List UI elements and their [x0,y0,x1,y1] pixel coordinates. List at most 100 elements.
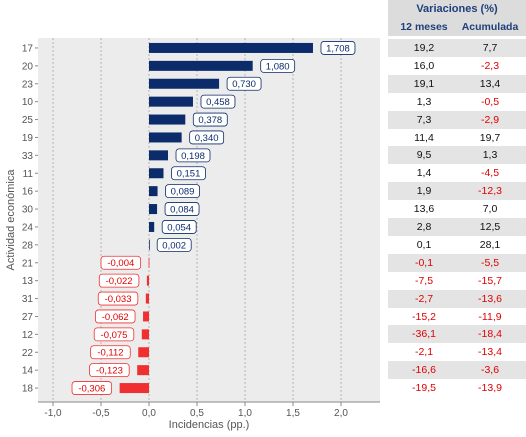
y-tick-label: 27 [22,312,34,323]
cell-12-months: 0,1 [416,238,432,251]
column-header-accumulated: Acumulada [461,21,519,33]
data-label: -0,112 [97,348,123,359]
bar [149,221,155,232]
table-row: -0,1 -5,5 [388,253,526,272]
bar [141,329,149,340]
gridlines [52,38,342,402]
x-axis-label: Incidencias (pp.) [169,419,250,431]
y-tick-label: 31 [22,294,34,305]
data-label: -0,033 [105,294,132,305]
data-label: -0,004 [107,258,134,269]
bar [149,96,193,107]
y-tick-label: 19 [22,133,34,144]
table-row: 1,9 -12,3 [388,182,526,201]
bar [138,347,149,358]
cell-12-months: -2,7 [414,292,434,305]
y-tick-label: 33 [22,151,34,162]
bar [149,78,220,89]
data-label-box [260,58,296,73]
data-label-box [90,345,131,360]
data-label-box [95,309,136,324]
data-label-box [171,166,206,181]
y-tick-label: 10 [22,97,34,108]
cell-accumulated: -2,9 [480,113,500,126]
y-ticks: 17 20 23 10 25 19 33 11 16 30 24 28 21 13 31 27 12 22 14 18 [22,43,38,395]
bar-chart: -1,0 -0,5 0,0 0,5 1,0 1,5 2,0 17 20 23 10 25 19 33 11… [5,38,380,431]
cell-12-months: 9,5 [416,149,432,162]
data-label-box [226,76,262,91]
table-row: 2,8 12,5 [388,218,526,236]
data-label-box [89,363,130,378]
cell-12-months: -2,1 [414,346,434,359]
cell-accumulated: -4,5 [480,167,500,180]
column-header-12-months: 12 meses [400,21,448,33]
table-row: -19,5 -13,9 [388,379,526,398]
x-tick-label: 0,5 [190,408,204,419]
data-label-box [192,112,228,127]
plot-background [38,38,380,402]
table-row: -2,7 -13,6 [388,289,526,308]
x-tick-label: 1,5 [286,408,300,419]
table-row: 9,5 1,3 [388,146,526,165]
y-tick-label: 11 [23,169,34,180]
table-row: 11,4 19,7 [388,128,526,147]
data-label: 0,458 [206,97,230,108]
cell-12-months: 2,8 [416,221,432,233]
data-label-box [156,237,192,252]
bar [137,365,149,376]
cell-accumulated: 28,1 [479,238,501,251]
cell-12-months: 13,6 [413,203,435,216]
data-label: 0,151 [177,169,201,180]
x-tick-label: 1,0 [238,408,252,419]
table-title: Variaciones (%) [416,3,498,15]
data-label: -0,062 [102,312,129,323]
y-tick-label: 13 [22,276,34,287]
table-header: Variaciones (%) 12 meses Acumulada [388,0,526,36]
bar [149,132,182,143]
cell-accumulated: 19,7 [479,131,501,144]
cell-accumulated: -18,4 [478,328,502,341]
bar [149,60,253,71]
cell-12-months: -19,5 [412,382,436,395]
y-tick-label: 28 [22,240,34,251]
data-label: 0,089 [171,187,195,198]
data-label: -0,075 [101,330,128,341]
y-tick-label: 16 [22,187,34,198]
cell-12-months: 16,0 [413,59,435,72]
data-label: 0,378 [198,115,222,126]
data-label: 0,340 [195,133,219,144]
cell-accumulated: 1,3 [482,149,498,162]
cell-accumulated: -15,7 [478,274,502,287]
y-tick-label: 18 [22,384,34,395]
data-label-box [93,327,135,342]
cell-12-months: -15,2 [412,310,436,323]
bar [149,186,158,197]
y-tick-label: 20 [22,61,34,72]
table-row: -7,5 -15,7 [388,271,526,290]
bar [119,383,149,394]
cell-12-months: 11,4 [414,131,434,144]
x-tick-label: -1,0 [44,408,62,419]
bar [145,293,149,304]
cell-accumulated: -12,3 [478,185,502,198]
bar [143,311,149,322]
bar [149,42,313,53]
cell-12-months: 1,3 [416,95,432,108]
y-tick-label: 22 [22,348,34,359]
table-row: 1,4 -4,5 [388,164,526,183]
cell-12-months: -7,5 [414,274,434,287]
data-label: 0,084 [170,204,194,215]
bar [149,204,158,215]
data-label-box [98,273,140,288]
cell-accumulated: -13,9 [478,382,502,395]
cell-12-months: -16,6 [412,364,436,377]
table-row: 19,1 13,4 [388,74,526,93]
data-label-box [164,202,200,216]
data-label: 0,002 [162,240,186,251]
bar [149,150,169,161]
y-tick-label: 17 [22,43,34,54]
y-tick-label: 21 [22,258,34,269]
data-label-box [189,130,225,145]
bar [149,114,186,125]
